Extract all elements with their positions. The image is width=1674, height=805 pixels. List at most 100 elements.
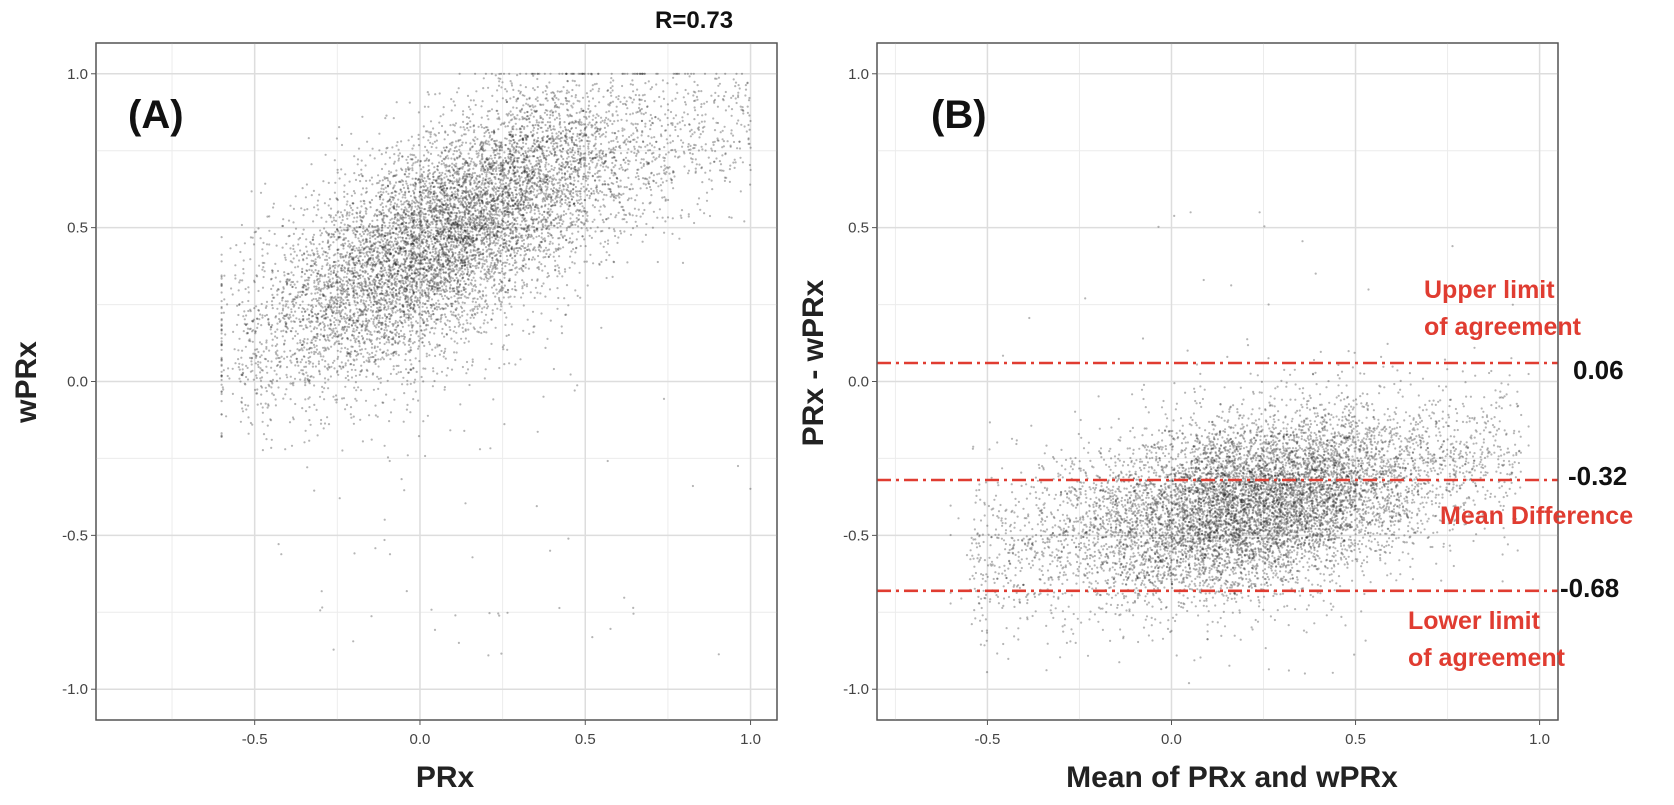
scatter-point xyxy=(506,349,508,351)
scatter-point xyxy=(635,127,637,129)
scatter-point xyxy=(709,170,711,172)
scatter-point xyxy=(651,86,653,88)
scatter-point xyxy=(348,264,350,266)
scatter-point xyxy=(305,372,307,374)
scatter-point xyxy=(442,185,444,187)
scatter-point xyxy=(263,262,265,264)
scatter-point xyxy=(378,365,380,367)
scatter-point xyxy=(331,315,333,317)
scatter-point xyxy=(447,305,449,307)
scatter-point xyxy=(394,214,396,216)
scatter-point xyxy=(626,120,628,122)
scatter-point xyxy=(565,183,567,185)
scatter-point xyxy=(660,184,662,186)
scatter-point xyxy=(406,272,408,274)
scatter-point xyxy=(473,317,475,319)
scatter-point xyxy=(371,347,373,349)
scatter-point xyxy=(473,202,475,204)
scatter-point xyxy=(472,271,474,273)
scatter-point xyxy=(496,292,498,294)
scatter-point xyxy=(281,312,283,314)
scatter-point xyxy=(341,343,343,345)
scatter-point xyxy=(436,293,438,295)
scatter-point xyxy=(504,88,506,90)
scatter-point xyxy=(221,312,223,314)
scatter-point xyxy=(333,217,335,219)
scatter-point xyxy=(617,195,619,197)
scatter-point xyxy=(454,301,456,303)
scatter-point xyxy=(347,240,349,242)
scatter-point xyxy=(579,196,581,198)
scatter-point xyxy=(531,166,533,168)
scatter-point xyxy=(546,186,548,188)
scatter-point xyxy=(421,174,423,176)
scatter-point xyxy=(221,384,223,386)
scatter-point xyxy=(547,217,549,219)
scatter-point xyxy=(409,330,411,332)
scatter-point xyxy=(433,210,435,212)
scatter-point xyxy=(279,357,281,359)
scatter-point xyxy=(415,332,417,334)
scatter-point xyxy=(497,239,499,241)
scatter-point xyxy=(483,322,485,324)
scatter-point xyxy=(267,407,269,409)
scatter-point xyxy=(458,319,460,321)
scatter-point xyxy=(490,231,492,233)
scatter-point xyxy=(324,202,326,204)
scatter-point xyxy=(392,300,394,302)
scatter-point xyxy=(320,217,322,219)
scatter-point xyxy=(600,213,602,215)
scatter-point xyxy=(420,225,422,227)
scatter-point xyxy=(479,144,481,146)
scatter-point xyxy=(548,81,550,83)
scatter-point xyxy=(426,307,428,309)
scatter-point xyxy=(261,354,263,356)
scatter-point xyxy=(245,346,247,348)
scatter-point xyxy=(405,353,407,355)
scatter-point xyxy=(556,117,558,119)
scatter-point xyxy=(734,167,736,169)
scatter-point xyxy=(731,129,733,131)
scatter-point xyxy=(745,89,747,91)
scatter-point xyxy=(395,209,397,211)
scatter-point xyxy=(271,300,273,302)
scatter-point xyxy=(404,206,406,208)
scatter-point xyxy=(247,332,249,334)
scatter-point xyxy=(583,186,585,188)
scatter-point xyxy=(295,330,297,332)
scatter-point xyxy=(459,280,461,282)
scatter-point xyxy=(506,335,508,337)
scatter-point xyxy=(539,165,541,167)
scatter-point xyxy=(542,200,544,202)
scatter-point xyxy=(361,160,363,162)
scatter-point xyxy=(607,217,609,219)
scatter-point xyxy=(458,286,460,288)
scatter-point xyxy=(350,413,352,415)
scatter-point xyxy=(554,167,556,169)
scatter-point xyxy=(740,106,742,108)
scatter-point xyxy=(274,370,276,372)
scatter-point xyxy=(594,179,596,181)
scatter-point xyxy=(221,325,223,327)
scatter-point xyxy=(401,478,403,480)
scatter-point xyxy=(665,171,667,173)
scatter-point xyxy=(640,216,642,218)
scatter-point xyxy=(454,252,456,254)
scatter-point xyxy=(522,292,524,294)
scatter-point xyxy=(683,96,685,98)
scatter-point xyxy=(358,148,360,150)
scatter-point xyxy=(310,274,312,276)
scatter-point xyxy=(312,315,314,317)
scatter-point xyxy=(238,363,240,365)
scatter-point xyxy=(438,306,440,308)
scatter-point xyxy=(343,191,345,193)
scatter-point xyxy=(482,232,484,234)
scatter-point xyxy=(459,316,461,318)
scatter-point xyxy=(357,257,359,259)
scatter-point xyxy=(624,103,626,105)
scatter-point xyxy=(508,131,510,133)
scatter-point xyxy=(571,95,573,97)
scatter-point xyxy=(487,118,489,120)
scatter-point xyxy=(659,154,661,156)
scatter-point xyxy=(463,310,465,312)
